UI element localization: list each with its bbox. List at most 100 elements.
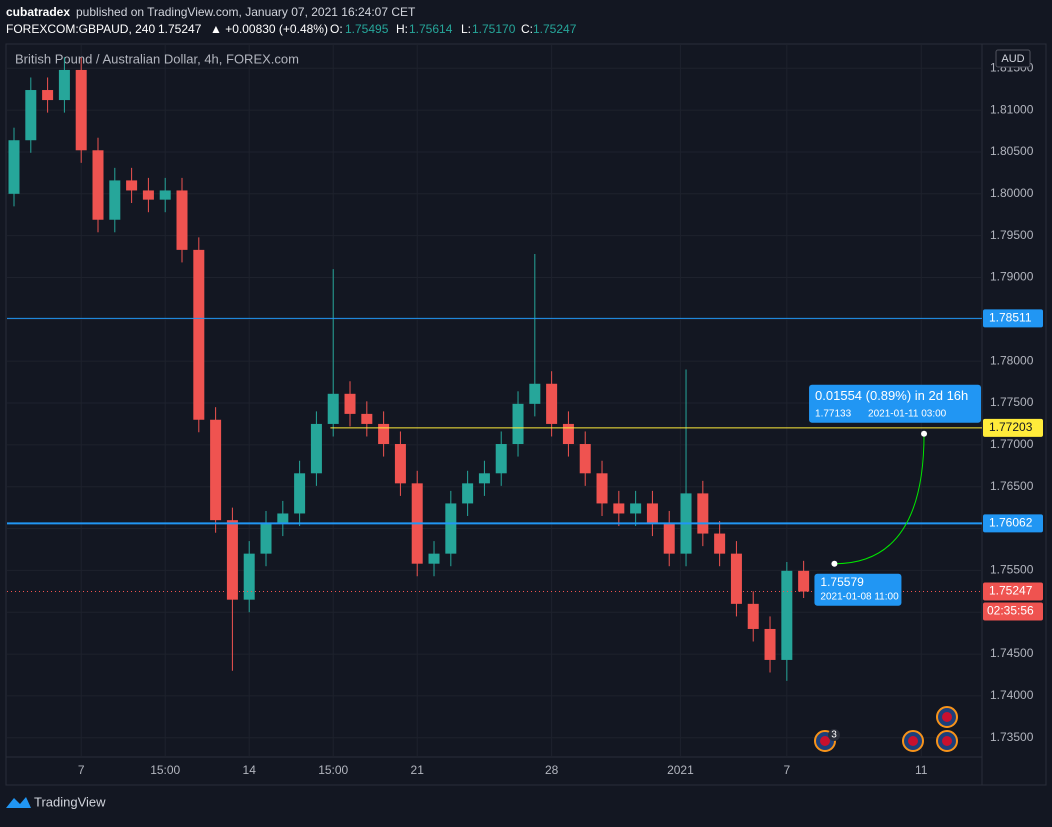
event-badge: 3 — [831, 730, 837, 741]
candle-body — [260, 523, 272, 554]
y-tick-label: 1.80500 — [990, 144, 1034, 158]
level-label: 1.76062 — [989, 516, 1033, 530]
level-tag — [983, 309, 1043, 328]
candle-body — [344, 393, 356, 414]
symbol: FOREXCOM:GBPAUD, 240 — [6, 22, 155, 36]
candle-body — [226, 520, 238, 600]
candle-body — [193, 249, 205, 420]
change: ▲ +0.00830 (+0.48%) — [210, 22, 328, 36]
candle-body — [109, 180, 121, 220]
candle-body — [243, 553, 255, 600]
candle-body — [579, 444, 591, 474]
currency: AUD — [1001, 53, 1024, 65]
event-icon-flag — [820, 736, 830, 746]
event-icon-flag — [942, 736, 952, 746]
candle-body — [663, 523, 675, 554]
x-tick-label: 7 — [78, 763, 85, 777]
o-label: O: — [330, 22, 343, 36]
candle-body — [764, 628, 776, 660]
y-tick-label: 1.77000 — [990, 437, 1034, 451]
candle-body — [75, 69, 87, 151]
level-tag — [983, 514, 1043, 533]
chart-title: British Pound / Australian Dollar, 4h, F… — [15, 51, 299, 66]
candle-body — [361, 413, 373, 424]
x-tick-label: 21 — [411, 763, 425, 777]
measure-end-price: 1.77133 — [815, 408, 852, 419]
measure-end-time: 2021-01-11 03:00 — [868, 408, 947, 419]
x-tick-label: 15:00 — [318, 763, 348, 777]
countdown-tag — [983, 602, 1043, 621]
h-label: H: — [396, 22, 408, 36]
candle-body — [596, 473, 608, 504]
candle-body — [327, 393, 339, 424]
y-tick-label: 1.79500 — [990, 228, 1034, 242]
x-tick-label: 15:00 — [150, 763, 180, 777]
event-badge-bg — [828, 729, 840, 741]
candle-body — [546, 383, 558, 424]
candle-body — [798, 570, 810, 592]
c-label: C: — [521, 22, 533, 36]
y-tick-label: 1.75500 — [990, 563, 1034, 577]
candle-body — [630, 503, 642, 514]
candle-body — [478, 473, 490, 484]
candle-body — [378, 423, 390, 445]
candle-body — [58, 69, 70, 101]
candle-body — [142, 190, 154, 200]
candle-body — [512, 403, 524, 445]
event-icon-flag — [908, 736, 918, 746]
level-label: 1.77203 — [989, 420, 1033, 434]
currency-box — [995, 49, 1031, 68]
author: cubatradex — [6, 5, 70, 19]
x-tick-label: 28 — [545, 763, 559, 777]
candle-body — [126, 180, 138, 191]
measure-start-box — [814, 573, 902, 606]
candle-body — [277, 513, 289, 524]
candle-body — [730, 553, 742, 604]
tv-logo — [6, 797, 31, 808]
y-tick-label: 1.74500 — [990, 646, 1034, 660]
y-tick-label: 1.76500 — [990, 479, 1034, 493]
candle-body — [747, 603, 759, 629]
l-value: 1.75170 — [472, 22, 516, 36]
y-tick-label: 1.73500 — [990, 730, 1034, 744]
level-label: 1.78511 — [989, 311, 1032, 325]
l-label: L: — [461, 22, 471, 36]
candle-body — [92, 150, 104, 220]
measure-end — [921, 430, 928, 437]
level-tag — [983, 418, 1043, 437]
measure-start — [831, 560, 838, 567]
candle-body — [714, 533, 726, 554]
x-tick-label: 2021 — [667, 763, 694, 777]
candle-body — [495, 444, 507, 474]
measure-start-price: 1.75579 — [820, 575, 864, 589]
candle-body — [529, 383, 541, 404]
countdown: 02:35:56 — [987, 604, 1034, 618]
x-tick-label: 7 — [783, 763, 790, 777]
measure-text: 0.01554 (0.89%) in 2d 16h — [815, 388, 968, 403]
y-tick-label: 1.79000 — [990, 270, 1034, 284]
candle-body — [781, 570, 793, 660]
measure-box — [809, 384, 982, 423]
candle-body — [613, 503, 625, 514]
brand: TradingView — [34, 794, 106, 809]
candle-body — [462, 483, 474, 504]
candle-body — [25, 90, 37, 141]
y-tick-label: 1.74000 — [990, 688, 1034, 702]
candle-body — [294, 473, 306, 514]
frame — [5, 43, 1047, 786]
last-price-label: 1.75247 — [989, 584, 1033, 598]
candle-body — [646, 503, 658, 524]
event-icon-flag — [942, 712, 952, 722]
last: 1.75247 — [158, 22, 202, 36]
h-value: 1.75614 — [409, 22, 453, 36]
candle-body — [428, 553, 440, 564]
y-tick-label: 1.78000 — [990, 353, 1034, 367]
candle-body — [697, 493, 709, 534]
x-tick-label: 11 — [915, 763, 928, 777]
candle-body — [562, 423, 574, 445]
candle-body — [394, 444, 406, 484]
candle-body — [159, 190, 171, 200]
last-price-tag — [983, 582, 1043, 601]
y-tick-label: 1.81000 — [990, 102, 1034, 116]
